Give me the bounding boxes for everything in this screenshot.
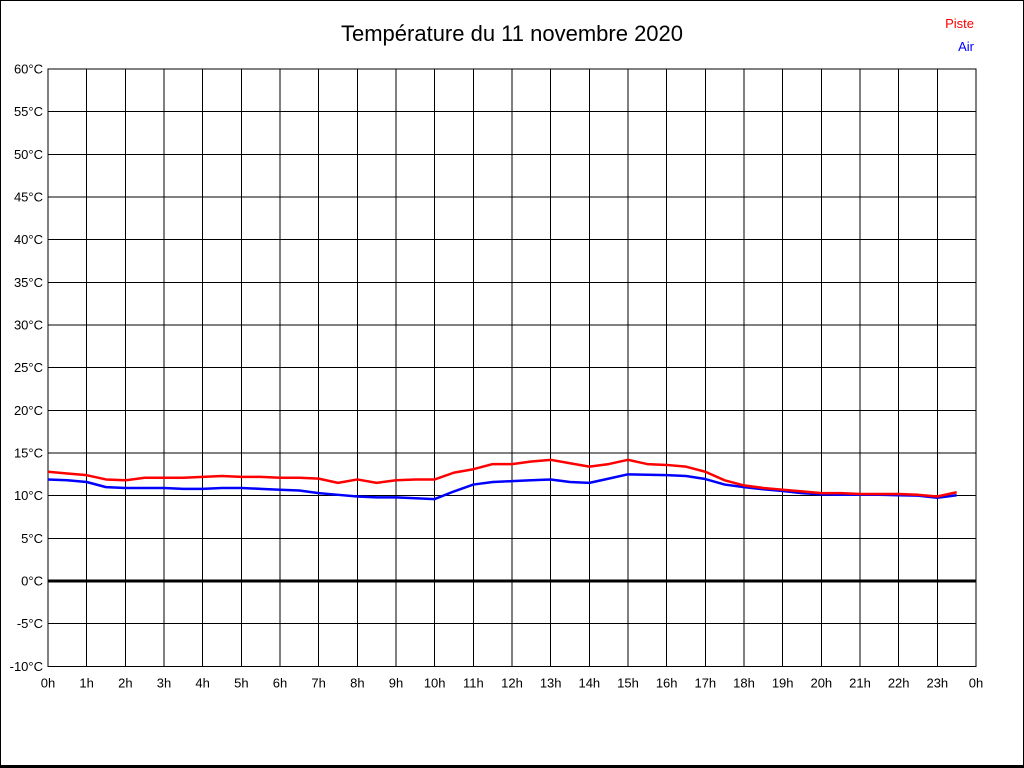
x-tick-label: 10h [424,675,446,690]
x-tick-label: 18h [733,675,755,690]
y-tick-label: -5°C [17,616,43,631]
y-tick-label: 25°C [14,360,43,375]
chart-legend: Piste Air [945,12,974,58]
y-tick-label: 60°C [14,62,43,77]
x-tick-label: 19h [772,675,794,690]
x-tick-label: 1h [79,675,93,690]
y-tick-label: 15°C [14,445,43,460]
y-tick-label: 55°C [14,104,43,119]
plot-border [47,68,977,667]
legend-item-air: Air [958,39,974,54]
y-tick-label: 5°C [21,531,43,546]
x-tick-label: 2h [118,675,132,690]
x-tick-label: 12h [501,675,523,690]
y-tick-label: 10°C [14,488,43,503]
y-tick-label: 40°C [14,232,43,247]
x-tick-label: 16h [656,675,678,690]
chart-title: Température du 11 novembre 2020 [340,21,684,46]
x-tick-label: 3h [157,675,171,690]
x-tick-label: 15h [617,675,639,690]
x-tick-label: 11h [463,675,484,690]
series-piste-line [47,458,957,498]
x-tick-label: 5h [234,675,248,690]
x-tick-label: 6h [273,675,287,690]
x-tick-label: 21h [849,675,871,690]
x-tick-label: 0h [969,675,983,690]
y-tick-label: -10°C [10,659,43,674]
y-tick-label: 20°C [14,403,43,418]
x-tick-label: 7h [311,675,325,690]
x-tick-label: 9h [389,675,403,690]
x-tick-label: 23h [926,675,948,690]
x-tick-label: 0h [41,675,55,690]
y-tick-label: 35°C [14,275,43,290]
y-tick-label: 45°C [14,189,43,204]
y-tick-label: 50°C [14,147,43,162]
series-air-line [47,473,957,501]
x-tick-label: 17h [694,675,716,690]
y-tick-label: 30°C [14,317,43,332]
x-tick-label: 22h [888,675,910,690]
x-tick-label: 4h [195,675,209,690]
x-tick-label: 14h [578,675,600,690]
x-tick-label: 20h [810,675,832,690]
x-tick-label: 13h [540,675,562,690]
x-tick-label: 8h [350,675,364,690]
y-tick-label: 0°C [21,573,43,588]
legend-item-piste: Piste [945,16,974,31]
